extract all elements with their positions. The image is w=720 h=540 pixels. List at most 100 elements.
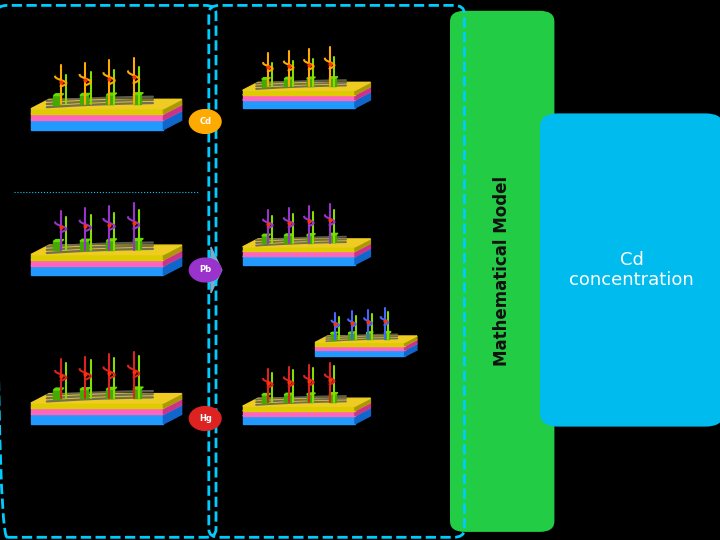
Polygon shape xyxy=(80,239,90,241)
Polygon shape xyxy=(262,79,269,87)
Polygon shape xyxy=(243,90,355,94)
Polygon shape xyxy=(405,343,417,356)
Polygon shape xyxy=(284,79,291,86)
Polygon shape xyxy=(355,408,370,424)
Polygon shape xyxy=(133,387,143,389)
Polygon shape xyxy=(243,251,355,256)
Circle shape xyxy=(189,110,221,133)
Polygon shape xyxy=(31,109,163,114)
Polygon shape xyxy=(243,398,370,406)
Polygon shape xyxy=(243,403,370,410)
FancyBboxPatch shape xyxy=(450,11,554,532)
Polygon shape xyxy=(107,389,114,398)
Polygon shape xyxy=(243,82,370,90)
Text: Cd
concentration: Cd concentration xyxy=(570,251,694,289)
Text: Pb: Pb xyxy=(199,266,211,274)
Polygon shape xyxy=(31,399,181,408)
Polygon shape xyxy=(31,405,181,414)
Polygon shape xyxy=(348,333,354,339)
Polygon shape xyxy=(307,393,315,395)
FancyArrow shape xyxy=(546,252,557,287)
Polygon shape xyxy=(329,233,338,235)
Polygon shape xyxy=(307,235,313,243)
Polygon shape xyxy=(384,332,391,333)
Polygon shape xyxy=(284,77,293,79)
Polygon shape xyxy=(243,87,370,94)
Polygon shape xyxy=(107,93,117,95)
Polygon shape xyxy=(163,245,181,260)
Polygon shape xyxy=(31,408,163,414)
Polygon shape xyxy=(355,244,370,256)
Polygon shape xyxy=(31,403,163,408)
Text: Cd: Cd xyxy=(199,117,211,126)
Polygon shape xyxy=(243,248,370,256)
Polygon shape xyxy=(80,389,88,399)
Polygon shape xyxy=(133,93,143,94)
Polygon shape xyxy=(80,241,88,250)
Polygon shape xyxy=(163,399,181,414)
Polygon shape xyxy=(284,395,291,402)
Polygon shape xyxy=(243,244,370,251)
Polygon shape xyxy=(315,340,417,346)
FancyArrow shape xyxy=(457,247,470,293)
Polygon shape xyxy=(366,333,372,339)
Polygon shape xyxy=(243,94,355,100)
Polygon shape xyxy=(31,245,181,254)
Polygon shape xyxy=(163,394,181,408)
Polygon shape xyxy=(329,78,336,86)
Polygon shape xyxy=(243,92,370,100)
Polygon shape xyxy=(284,235,291,243)
Polygon shape xyxy=(133,389,141,398)
Polygon shape xyxy=(31,394,181,403)
Polygon shape xyxy=(31,120,163,130)
Polygon shape xyxy=(262,395,269,403)
Polygon shape xyxy=(355,398,370,410)
Polygon shape xyxy=(355,248,370,265)
Polygon shape xyxy=(262,236,269,244)
Polygon shape xyxy=(53,94,64,96)
Polygon shape xyxy=(307,234,315,235)
Polygon shape xyxy=(329,77,338,78)
Polygon shape xyxy=(163,99,181,114)
Polygon shape xyxy=(243,410,355,416)
Polygon shape xyxy=(330,332,338,334)
Text: Hg: Hg xyxy=(199,414,212,423)
Polygon shape xyxy=(163,405,181,424)
Polygon shape xyxy=(80,93,90,95)
Polygon shape xyxy=(262,234,271,236)
Polygon shape xyxy=(163,111,181,130)
Polygon shape xyxy=(107,387,117,389)
Polygon shape xyxy=(31,99,181,109)
Polygon shape xyxy=(405,336,417,346)
Polygon shape xyxy=(243,406,355,410)
Polygon shape xyxy=(163,105,181,120)
Polygon shape xyxy=(31,266,163,275)
Polygon shape xyxy=(315,342,405,346)
Polygon shape xyxy=(284,234,293,235)
FancyBboxPatch shape xyxy=(540,113,720,427)
Polygon shape xyxy=(307,79,313,86)
Polygon shape xyxy=(366,332,373,333)
Polygon shape xyxy=(307,77,315,79)
Polygon shape xyxy=(355,403,370,416)
Polygon shape xyxy=(315,336,417,342)
Circle shape xyxy=(189,258,221,282)
Polygon shape xyxy=(31,114,163,120)
Polygon shape xyxy=(329,235,336,242)
Polygon shape xyxy=(243,256,355,265)
Polygon shape xyxy=(355,92,370,108)
Polygon shape xyxy=(405,340,417,350)
Polygon shape xyxy=(80,388,90,389)
Polygon shape xyxy=(243,247,355,251)
Polygon shape xyxy=(107,95,114,104)
Circle shape xyxy=(189,407,221,430)
Polygon shape xyxy=(329,394,336,402)
Polygon shape xyxy=(284,393,293,395)
Polygon shape xyxy=(133,239,143,240)
Polygon shape xyxy=(133,240,141,249)
Polygon shape xyxy=(355,87,370,100)
Polygon shape xyxy=(31,256,181,266)
Polygon shape xyxy=(31,260,163,266)
Polygon shape xyxy=(163,251,181,266)
Polygon shape xyxy=(315,346,405,350)
